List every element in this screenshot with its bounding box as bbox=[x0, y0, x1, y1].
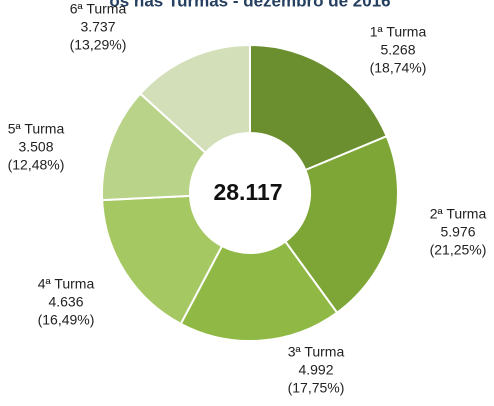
slice-value: 5.976 bbox=[440, 224, 475, 240]
slice-percent: (17,75%) bbox=[288, 380, 345, 396]
donut-slice bbox=[179, 240, 339, 342]
slice-percent: (13,29%) bbox=[70, 37, 127, 53]
donut-slice bbox=[138, 43, 251, 155]
donut-slice bbox=[249, 43, 388, 172]
donut bbox=[101, 43, 399, 342]
slice-percent: (21,25%) bbox=[430, 242, 487, 258]
slice-percent: (16,49%) bbox=[38, 312, 95, 328]
slice-value: 4.636 bbox=[48, 294, 83, 310]
slice-category: 2ª Turma bbox=[430, 206, 487, 222]
slice-value: 3.737 bbox=[80, 19, 115, 35]
slice-category: 3ª Turma bbox=[288, 344, 345, 360]
chart-title: os nas Turmas - dezembro de 2016 bbox=[109, 0, 390, 10]
slice-value: 5.268 bbox=[380, 42, 415, 58]
donut-slice bbox=[101, 194, 224, 326]
slice-percent: (18,74%) bbox=[370, 60, 427, 76]
slice-category: 1ª Turma bbox=[370, 24, 427, 40]
donut-slice bbox=[283, 134, 399, 315]
slice-percent: (12,48%) bbox=[8, 157, 65, 173]
slice-category: 5ª Turma bbox=[8, 121, 65, 137]
slice-category: 6ª Turma bbox=[70, 1, 127, 17]
center-total: 28.117 bbox=[213, 179, 282, 205]
slice-category: 4ª Turma bbox=[38, 276, 95, 292]
slice-value: 3.508 bbox=[18, 139, 53, 155]
slice-value: 4.992 bbox=[298, 362, 333, 378]
